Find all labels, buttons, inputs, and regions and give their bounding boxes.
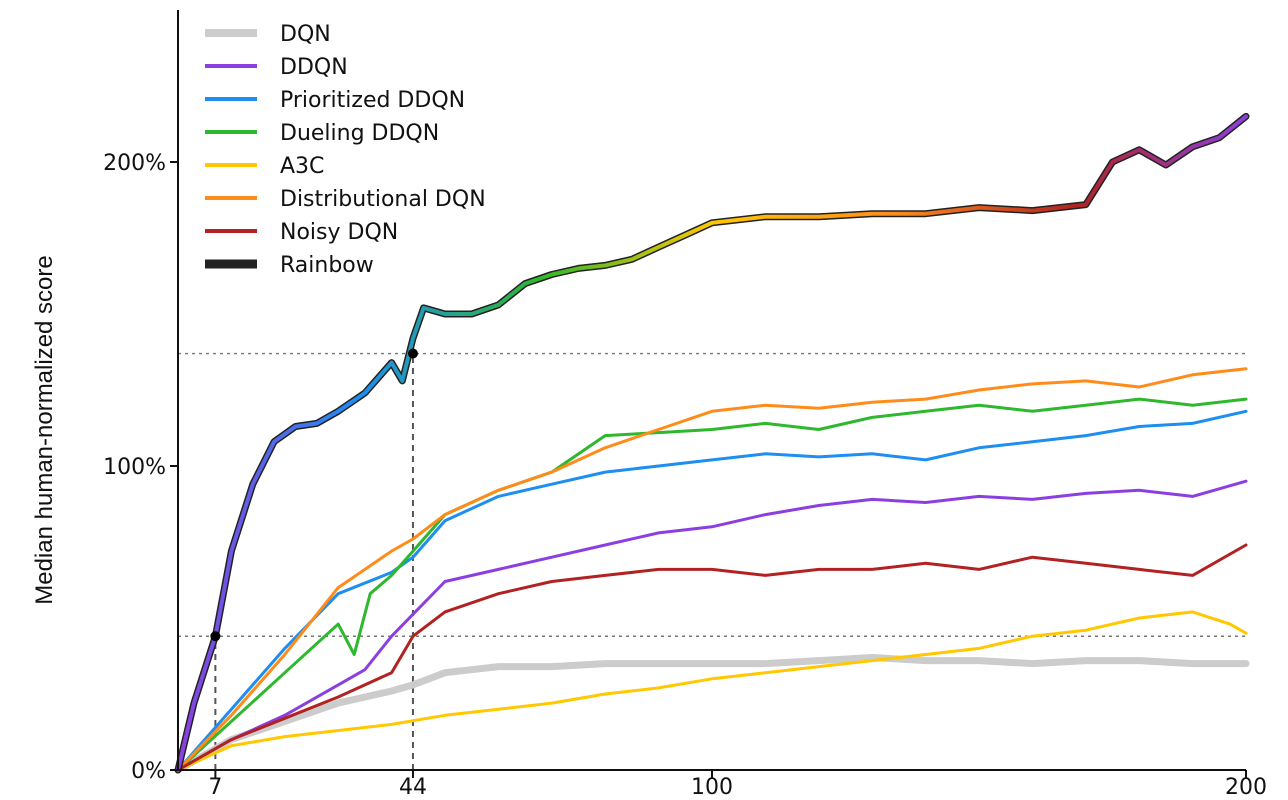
series-lines xyxy=(174,112,1250,774)
series-line-rainbow xyxy=(176,114,1248,772)
legend-label-distributional-dqn: Distributional DQN xyxy=(280,187,486,212)
legend-label-a3c: A3C xyxy=(280,154,324,179)
legend-label-prioritized-ddqn: Prioritized DDQN xyxy=(280,88,465,113)
x-tick-label-3: 200 xyxy=(1225,775,1267,800)
legend-label-noisy-dqn: Noisy DQN xyxy=(280,220,398,245)
series-line-ddqn xyxy=(176,479,1248,772)
y-tick-label-1: 100% xyxy=(103,455,166,480)
marker-point-1 xyxy=(407,348,418,359)
y-tick-label-2: 200% xyxy=(103,151,166,176)
y-axis-label: Median human-normalized score xyxy=(31,255,58,605)
x-tick-label-0: 7 xyxy=(208,775,222,800)
series-line-dqn xyxy=(174,654,1250,774)
legend: DQN DDQN Prioritized DDQN Dueling DDQN A3C Di… xyxy=(205,22,486,278)
x-tick-label-2: 100 xyxy=(691,775,733,800)
series-line-noisy-dqn xyxy=(176,543,1248,772)
marker-point-0 xyxy=(210,631,221,642)
series-line-prioritized-ddqn xyxy=(176,409,1248,772)
axes: 0% 100% 200% 7 44 100 200 xyxy=(103,10,1267,800)
markers xyxy=(210,348,418,642)
y-tick-label-0: 0% xyxy=(131,759,166,784)
legend-label-dueling-ddqn: Dueling DDQN xyxy=(280,121,439,146)
series-line-distributional-dqn xyxy=(176,367,1248,772)
legend-label-dqn: DQN xyxy=(280,22,331,47)
reference-lines xyxy=(178,352,1246,770)
legend-label-ddqn: DDQN xyxy=(280,55,348,80)
legend-label-rainbow: Rainbow xyxy=(280,253,374,278)
series-line-rainbow-outline xyxy=(174,112,1250,774)
series-line-dueling-ddqn xyxy=(176,397,1248,772)
series-line-a3c xyxy=(176,610,1248,772)
x-tick-label-1: 44 xyxy=(399,775,427,800)
